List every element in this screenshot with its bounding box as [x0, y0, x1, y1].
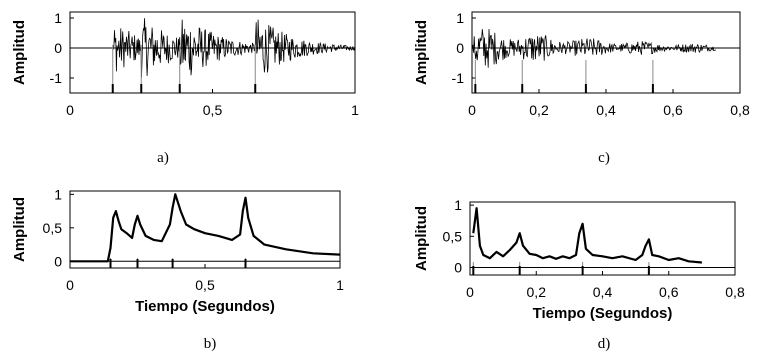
panel-caption: b) [204, 336, 217, 352]
y-axis-label: Amplitud [11, 20, 28, 85]
y-axis-label: Amplitud [413, 20, 430, 85]
x-tick-label: 0 [468, 102, 476, 118]
chart-b: 0 0,5 1 0 0,5 1 Amplitud Tiempo (Segundos) b) [11, 186, 344, 352]
y-tick-label: 1 [456, 10, 464, 26]
x-tick-label: 0,4 [593, 284, 613, 300]
panel-caption: c) [598, 150, 610, 166]
plot-frame [69, 190, 341, 269]
y-tick-label: 1 [54, 186, 62, 202]
x-tick-label: 0 [66, 102, 74, 118]
y-tick-label: 0 [54, 40, 62, 56]
waveform-line [70, 18, 356, 78]
x-tick-label: 0 [466, 284, 474, 300]
y-tick-label: 0,5 [443, 228, 463, 244]
x-tick-label: 0,2 [527, 284, 547, 300]
x-tick-label: 0,6 [663, 102, 683, 118]
y-axis-label: Amplitud [11, 197, 28, 262]
x-tick-label: 0,6 [659, 284, 679, 300]
y-tick-label: 0,5 [43, 220, 63, 236]
plot-frame [469, 201, 736, 276]
y-tick-label: 0 [54, 253, 62, 269]
x-tick-label: 1 [336, 277, 344, 293]
x-tick-label: 0 [66, 277, 74, 293]
chart-d: 0 0,5 1 0 0,2 0,4 0,6 0,8 Amplitud Tiempo (Segund… [413, 197, 745, 352]
series-line [472, 207, 702, 264]
y-tick-label: 0 [456, 40, 464, 56]
series-line [70, 193, 341, 263]
panel-caption: d) [598, 336, 611, 352]
x-tick-label: 0,8 [730, 102, 750, 118]
y-tick-label: -1 [50, 70, 63, 86]
x-axis-label: Tiempo (Segundos) [533, 305, 673, 322]
y-tick-label: -1 [452, 70, 465, 86]
y-tick-label: 1 [54, 10, 62, 26]
waveform-line [471, 28, 717, 68]
x-tick-label: 0,4 [596, 102, 616, 118]
y-axis-label: Amplitud [413, 206, 430, 271]
x-tick-label: 0,5 [195, 277, 215, 293]
x-tick-label: 1 [351, 102, 359, 118]
panel-caption: a) [157, 150, 169, 166]
x-axis-label: Tiempo (Segundos) [135, 298, 275, 315]
y-tick-label: 1 [454, 197, 462, 213]
x-tick-label: 0,2 [529, 102, 549, 118]
x-tick-label: 0,8 [725, 284, 745, 300]
x-tick-label: 0,5 [203, 102, 223, 118]
y-tick-label: 0 [454, 260, 462, 276]
